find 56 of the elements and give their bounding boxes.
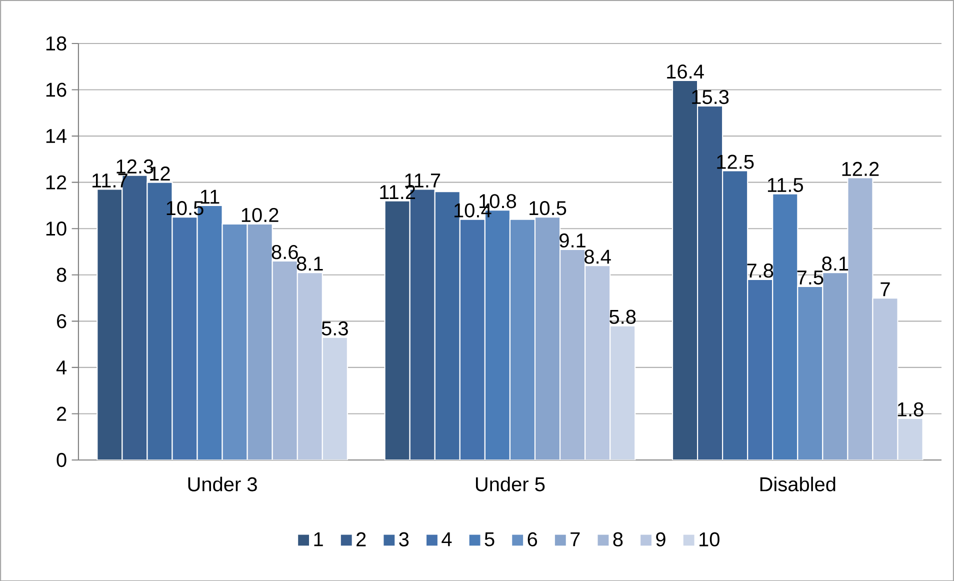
legend-label: 5 [484, 532, 494, 546]
y-tick-label: 0 [56, 452, 66, 467]
legend-label: 7 [570, 532, 580, 546]
bar [534, 216, 561, 460]
bar [322, 336, 348, 460]
legend-label: 1 [314, 532, 323, 546]
bar [610, 325, 636, 460]
data-label: 8.6 [272, 244, 298, 259]
bar [509, 218, 536, 460]
data-label: 12.2 [842, 162, 879, 176]
data-label: 11.2 [380, 184, 416, 199]
data-label: 8.4 [584, 249, 611, 264]
data-label: 7.8 [747, 263, 774, 278]
legend-label: 6 [528, 532, 538, 546]
y-tick-label: 18 [46, 36, 66, 50]
bar [822, 272, 848, 460]
data-label: 7.5 [797, 270, 824, 284]
bar [96, 188, 123, 460]
data-label: 7 [880, 282, 890, 296]
bar [797, 286, 824, 460]
y-tick-label: 8 [56, 268, 66, 282]
legend-label: 9 [656, 532, 666, 546]
y-tick-label: 6 [57, 314, 66, 328]
bar [272, 260, 298, 460]
data-label: 5.8 [610, 310, 636, 324]
y-tick-label: 2 [56, 406, 66, 420]
legend-label: 3 [399, 532, 409, 546]
data-label: 11.5 [768, 178, 803, 192]
bar [246, 223, 273, 460]
bar [722, 170, 748, 460]
legend-label: 8 [613, 532, 623, 546]
x-tick-label: Under 5 [476, 476, 545, 492]
y-tick-label: 10 [46, 221, 66, 236]
data-label: 10.5 [530, 200, 566, 215]
bar [384, 200, 410, 460]
legend-label: 4 [442, 532, 452, 546]
data-label: 16.4 [667, 64, 704, 78]
legend-label: 2 [356, 532, 366, 546]
y-tick-label: 14 [46, 128, 67, 143]
data-label: 8.1 [296, 256, 323, 270]
y-tick-label: 16 [46, 82, 66, 97]
legend-label: 10 [700, 532, 720, 546]
bar [847, 176, 874, 460]
data-label: 8.1 [822, 256, 848, 270]
bar [897, 418, 924, 460]
bar [222, 223, 248, 460]
data-label: 10.2 [242, 208, 278, 222]
x-tick-label: Disabled [760, 476, 836, 492]
data-label: 5.3 [322, 321, 348, 336]
bar [559, 248, 586, 460]
data-label: 11 [200, 190, 220, 204]
data-label: 1.8 [898, 402, 924, 416]
y-tick-label: 4 [56, 360, 67, 374]
data-label: 9.1 [560, 233, 586, 248]
x-tick-label: Under 3 [188, 476, 257, 492]
y-tick-label: 12 [46, 175, 66, 190]
